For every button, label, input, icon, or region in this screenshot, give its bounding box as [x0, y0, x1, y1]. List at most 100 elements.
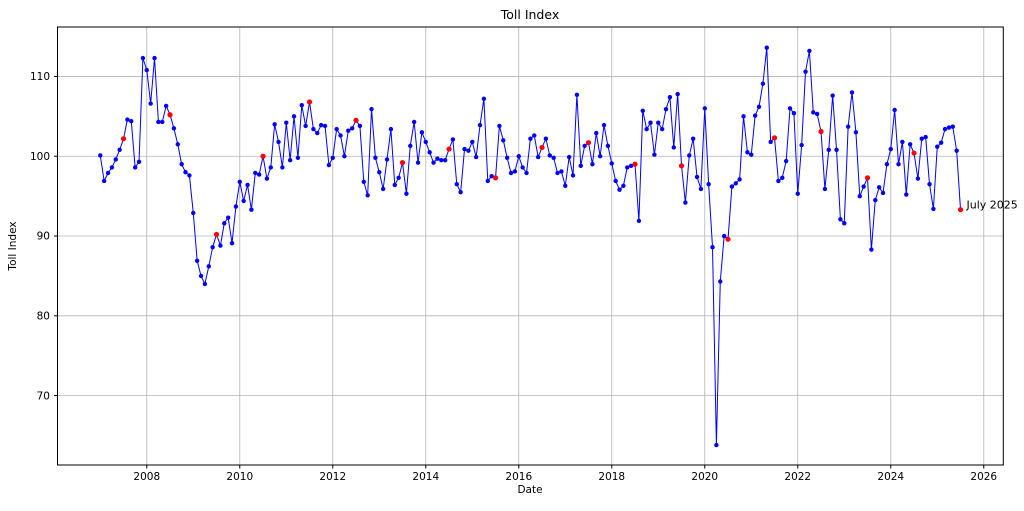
- y-tick-label-80: 80: [37, 311, 50, 323]
- data-point: [535, 154, 541, 160]
- data-point: [411, 119, 417, 125]
- data-point: [907, 142, 913, 147]
- data-point: [136, 159, 142, 165]
- data-point: [783, 158, 789, 164]
- data-point: [462, 146, 467, 152]
- data-point: [439, 158, 444, 163]
- data-point: [663, 106, 669, 112]
- data-point: [198, 273, 204, 279]
- july-data-point: [213, 231, 220, 238]
- data-point: [880, 190, 886, 196]
- data-point: [760, 81, 766, 86]
- data-point: [845, 124, 851, 129]
- data-point: [892, 107, 897, 113]
- data-point: [175, 142, 180, 147]
- data-point: [749, 152, 754, 157]
- data-point: [698, 186, 704, 192]
- data-point: [830, 93, 835, 98]
- data-point: [935, 144, 940, 149]
- data-point: [171, 126, 177, 131]
- data-point: [485, 178, 490, 184]
- data-point: [194, 258, 200, 263]
- data-point: [380, 186, 386, 192]
- data-point: [721, 233, 727, 239]
- data-point: [346, 128, 351, 133]
- data-point: [849, 90, 855, 95]
- data-point: [326, 162, 332, 168]
- data-point: [931, 206, 936, 212]
- july-2025-annotation: July 2025: [966, 199, 1018, 212]
- data-point: [543, 136, 549, 141]
- data-point: [311, 126, 316, 132]
- data-point: [570, 173, 576, 178]
- data-point: [256, 172, 262, 177]
- data-point: [473, 154, 479, 160]
- data-point: [396, 175, 401, 180]
- data-point: [179, 162, 184, 167]
- data-point: [408, 143, 413, 149]
- data-point: [284, 120, 289, 125]
- data-point: [191, 210, 196, 216]
- data-point: [644, 126, 649, 132]
- data-point: [927, 181, 932, 187]
- data-point: [315, 130, 320, 136]
- data-point: [900, 139, 905, 145]
- data-point: [904, 192, 909, 197]
- data-point: [404, 191, 409, 196]
- july-data-point: [353, 117, 359, 123]
- data-point: [729, 184, 735, 189]
- x-tick-label-2018: 2018: [598, 471, 625, 483]
- data-point: [318, 122, 324, 128]
- data-point: [245, 182, 250, 188]
- data-point: [888, 146, 893, 152]
- data-point: [733, 181, 738, 186]
- data-point: [249, 207, 254, 212]
- july-data-point: [771, 135, 778, 141]
- data-point: [163, 103, 169, 109]
- july-data-point: [585, 140, 592, 146]
- data-point: [431, 160, 436, 165]
- x-tick-label-2014: 2014: [412, 471, 439, 483]
- data-point: [896, 162, 901, 167]
- data-point: [555, 170, 560, 176]
- data-point: [435, 156, 440, 161]
- data-point: [272, 122, 277, 127]
- data-point: [210, 245, 215, 250]
- data-point: [566, 154, 572, 160]
- data-point: [687, 153, 692, 158]
- grid: [57, 27, 1004, 465]
- data-point: [617, 187, 622, 192]
- x-tick-label-2012: 2012: [319, 471, 346, 483]
- data-point: [512, 169, 518, 174]
- data-point: [140, 55, 146, 61]
- data-point: [559, 169, 564, 174]
- data-point: [156, 119, 161, 125]
- data-point: [295, 155, 301, 161]
- data-point: [160, 119, 165, 125]
- july-data-point: [818, 128, 824, 135]
- data-point: [667, 95, 673, 100]
- data-point: [206, 264, 211, 269]
- data-point: [528, 136, 533, 141]
- july-data-point: [446, 146, 452, 152]
- y-tick-label-70: 70: [37, 390, 50, 402]
- x-tick-label-2024: 2024: [877, 471, 904, 483]
- data-point: [280, 165, 285, 170]
- data-point: [361, 179, 366, 184]
- x-tick-label-2008: 2008: [133, 471, 160, 483]
- y-tick-label-110: 110: [30, 71, 50, 83]
- data-point: [625, 165, 630, 170]
- data-point: [605, 143, 611, 149]
- data-point: [481, 96, 487, 102]
- data-point: [442, 158, 448, 163]
- data-point: [497, 123, 502, 129]
- data-point: [299, 102, 304, 108]
- data-point: [489, 173, 494, 179]
- data-point: [322, 123, 328, 129]
- data-point: [287, 158, 293, 163]
- data-point: [222, 221, 227, 226]
- data-point: [857, 193, 862, 199]
- data-point: [621, 183, 626, 188]
- data-point: [450, 137, 456, 142]
- data-point: [419, 130, 425, 135]
